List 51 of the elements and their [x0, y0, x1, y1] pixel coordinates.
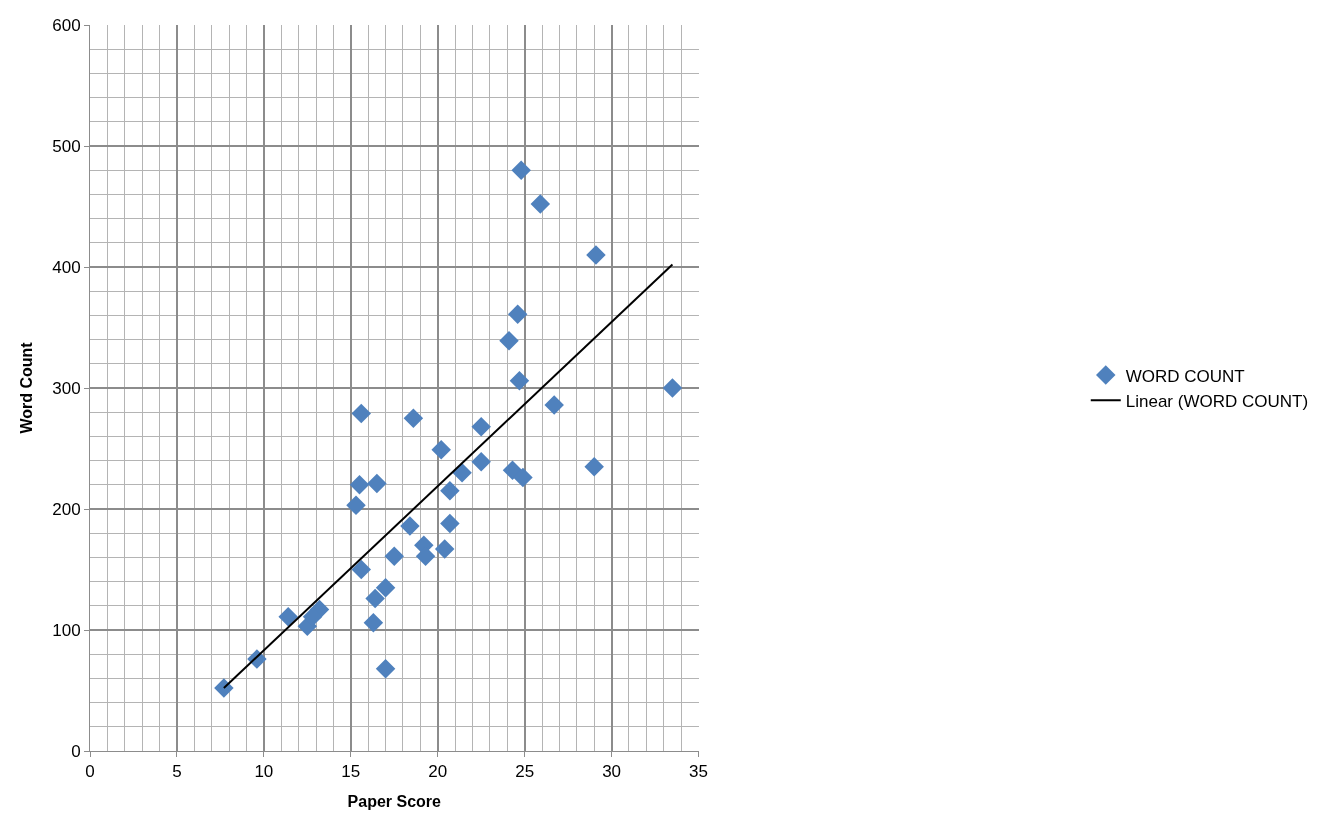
point: [351, 403, 371, 424]
point: [384, 546, 405, 566]
x-tick-label: 30: [602, 762, 622, 782]
point: [544, 395, 564, 415]
x-tick-label: 10: [254, 762, 274, 782]
y-tick-label: 0: [71, 741, 81, 761]
point: [507, 304, 528, 324]
y-tick-label: 500: [52, 136, 81, 156]
y-axis-title: Word Count: [18, 341, 36, 434]
y-tick-label: 200: [52, 499, 81, 519]
point: [530, 194, 551, 214]
point: [662, 378, 683, 398]
point: [375, 658, 396, 679]
point: [365, 588, 385, 609]
point: [400, 516, 420, 536]
y-tick-label: 100: [52, 620, 81, 640]
point: [511, 160, 531, 180]
point: [513, 467, 533, 488]
y-tick-label: 300: [52, 378, 81, 398]
point: [346, 495, 366, 516]
point: [351, 559, 371, 580]
x-tick-label: 25: [515, 762, 535, 782]
x-tick-label: 5: [172, 762, 182, 782]
x-tick-label: 0: [85, 762, 95, 782]
point: [509, 370, 530, 391]
point: [349, 475, 370, 495]
point: [278, 606, 298, 627]
legend-label: Linear (WORD COUNT): [1125, 391, 1309, 411]
point: [302, 606, 323, 627]
point: [584, 456, 604, 477]
point: [403, 408, 424, 428]
x-tick-label: 35: [689, 762, 708, 782]
point: [502, 460, 523, 481]
x-tick-label: 15: [341, 762, 361, 782]
point: [367, 473, 387, 494]
point: [434, 539, 455, 559]
legend-label: WORD COUNT: [1125, 366, 1245, 386]
point: [586, 245, 606, 265]
point: [452, 462, 472, 483]
point: [440, 481, 460, 501]
point: [431, 439, 451, 460]
x-tick-label: 20: [428, 762, 448, 782]
point: [499, 331, 519, 351]
point: [375, 577, 396, 598]
point: [363, 612, 384, 633]
point: [471, 416, 491, 437]
point: [471, 452, 491, 472]
y-tick-label: 400: [52, 257, 81, 277]
x-axis-title: Paper Score: [347, 793, 442, 811]
y-tick-label: 600: [52, 15, 81, 35]
point: [440, 513, 460, 534]
